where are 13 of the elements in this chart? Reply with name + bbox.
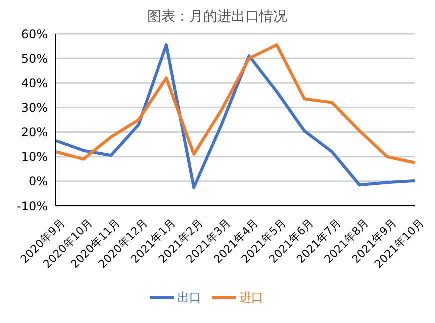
- y-tick-label: 10%: [21, 150, 48, 164]
- legend-label: 出口: [178, 290, 202, 304]
- legend-label: 进口: [240, 290, 264, 304]
- y-tick-label: 60%: [21, 27, 48, 42]
- y-tick-label: 30%: [21, 100, 48, 115]
- y-tick-label: 20%: [21, 126, 48, 140]
- y-tick-label: 50%: [21, 52, 48, 66]
- y-tick-label: 0%: [28, 174, 48, 189]
- line-series: [54, 44, 416, 190]
- y-tick-label: -10%: [16, 199, 48, 214]
- y-tick-label: 40%: [21, 76, 48, 90]
- line-series: [54, 44, 416, 164]
- chart-title: 图表：月的进出口情况: [146, 8, 288, 26]
